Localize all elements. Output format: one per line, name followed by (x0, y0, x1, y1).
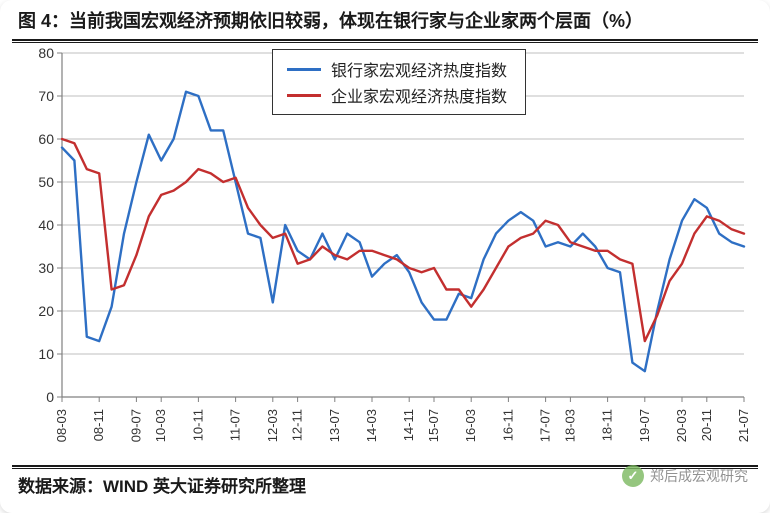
chart-area: 0 10 20 30 40 50 60 70 80 08-03 08-11 09-07 10-03 10-… (12, 43, 758, 463)
svg-text:60: 60 (38, 131, 54, 147)
svg-text:10-11: 10-11 (190, 409, 205, 441)
svg-text:19-07: 19-07 (637, 409, 652, 442)
svg-text:20-11: 20-11 (699, 409, 714, 441)
svg-text:13-07: 13-07 (327, 409, 342, 442)
svg-text:21-07: 21-07 (736, 409, 751, 442)
svg-text:30: 30 (38, 260, 54, 276)
legend-swatch-1 (287, 94, 321, 97)
svg-text:11-07: 11-07 (228, 409, 243, 441)
svg-text:14-11: 14-11 (401, 409, 416, 441)
svg-text:14-03: 14-03 (364, 409, 379, 442)
chart-card: 图 4：当前我国宏观经济预期依旧较弱，体现在银行家与企业家两个层面（%） 0 10… (0, 0, 770, 513)
svg-text:0: 0 (46, 389, 54, 405)
svg-text:16-03: 16-03 (463, 409, 478, 442)
chart-title: 图 4：当前我国宏观经济预期依旧较弱，体现在银行家与企业家两个层面（%） (0, 0, 770, 37)
svg-text:10-03: 10-03 (153, 409, 168, 442)
svg-text:10: 10 (38, 346, 54, 362)
watermark-text: 郑后成宏观研究 (650, 466, 748, 486)
legend-box: 银行家宏观经济热度指数 企业家宏观经济热度指数 (272, 49, 526, 115)
svg-text:09-07: 09-07 (128, 409, 143, 442)
svg-text:80: 80 (38, 45, 54, 61)
legend-label: 企业家宏观经济热度指数 (331, 83, 507, 107)
svg-text:20: 20 (38, 303, 54, 319)
svg-text:12-11: 12-11 (290, 409, 305, 441)
watermark: ✓ 郑后成宏观研究 (622, 465, 748, 487)
wechat-icon: ✓ (622, 465, 644, 487)
svg-text:50: 50 (38, 174, 54, 190)
legend-item: 企业家宏观经济热度指数 (287, 83, 507, 107)
svg-text:16-11: 16-11 (500, 409, 515, 441)
svg-text:70: 70 (38, 88, 54, 104)
svg-text:17-07: 17-07 (538, 409, 553, 442)
svg-text:08-03: 08-03 (54, 409, 69, 442)
svg-text:18-11: 18-11 (600, 409, 615, 441)
svg-text:08-11: 08-11 (91, 409, 106, 441)
svg-text:20-03: 20-03 (674, 409, 689, 442)
svg-text:18-03: 18-03 (562, 409, 577, 442)
svg-text:12-03: 12-03 (265, 409, 280, 442)
svg-text:15-07: 15-07 (426, 409, 441, 442)
svg-text:40: 40 (38, 217, 54, 233)
legend-item: 银行家宏观经济热度指数 (287, 57, 507, 81)
legend-label: 银行家宏观经济热度指数 (331, 57, 507, 81)
legend-swatch-0 (287, 68, 321, 71)
